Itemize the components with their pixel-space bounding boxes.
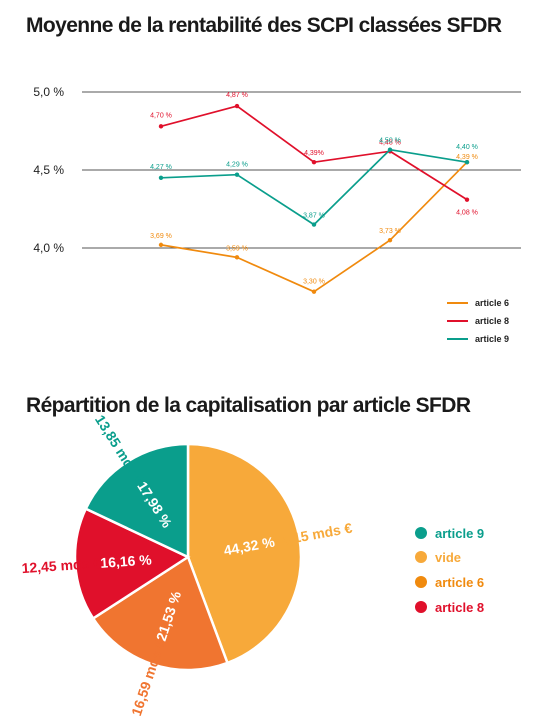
legend-label: article 9 bbox=[435, 526, 484, 541]
data-point bbox=[387, 147, 393, 152]
data-label: 4,08 % bbox=[456, 210, 478, 217]
data-label: 4,40 % bbox=[456, 144, 478, 151]
data-label: 3,87 % bbox=[303, 213, 325, 220]
legend-label: article 6 bbox=[475, 298, 509, 308]
legend-label: vide bbox=[435, 550, 461, 565]
data-point bbox=[464, 197, 470, 202]
data-label: 4,39 % bbox=[456, 154, 478, 161]
data-point bbox=[387, 238, 393, 243]
pie-slice-vide bbox=[186, 442, 303, 665]
data-point bbox=[311, 289, 317, 294]
legend-label: article 8 bbox=[475, 316, 509, 326]
data-point bbox=[234, 172, 240, 177]
pie-slice-article-9 bbox=[84, 442, 190, 559]
data-label: 4,39% bbox=[304, 150, 324, 157]
y-tick-label: 5,0 % bbox=[33, 85, 64, 99]
data-point bbox=[158, 242, 164, 248]
pie-slice-article-6 bbox=[91, 555, 230, 672]
pie-chart-title: Répartition de la capitalisation par art… bbox=[26, 394, 471, 417]
slice-amount-label: 12,45 mds € bbox=[21, 555, 101, 576]
legend-dot bbox=[415, 551, 427, 563]
data-label: 4,87 % bbox=[226, 92, 248, 99]
y-tick-label: 4,0 % bbox=[33, 241, 64, 255]
data-label: 4,27 % bbox=[150, 164, 172, 171]
legend-label: article 6 bbox=[435, 575, 484, 590]
data-point bbox=[311, 222, 317, 227]
data-label: 4,48 % bbox=[379, 139, 401, 146]
data-point bbox=[158, 175, 164, 180]
data-label: 4,50 % bbox=[379, 138, 401, 145]
data-point bbox=[234, 103, 240, 109]
data-label: 4,70 % bbox=[150, 112, 172, 119]
legend-label: article 8 bbox=[435, 600, 484, 615]
data-point bbox=[158, 124, 164, 129]
data-point bbox=[311, 160, 317, 165]
legend-dot bbox=[415, 576, 427, 588]
legend-dot bbox=[415, 527, 427, 539]
data-label: 4,29 % bbox=[226, 162, 248, 169]
legend-dot bbox=[415, 601, 427, 613]
line-chart: 5,0 % 4,5 % 4,0 % 3,69 % 3,59 % 3,30 % 3,73 % 4… bbox=[33, 85, 521, 344]
y-tick-label: 4,5 % bbox=[33, 163, 64, 177]
slice-percent-label: 16,16 % bbox=[100, 551, 153, 570]
data-point bbox=[234, 255, 240, 260]
data-label: 3,69 % bbox=[150, 233, 172, 240]
line-chart-title: Moyenne de la rentabilité des SCPI class… bbox=[26, 14, 502, 37]
legend-label: article 9 bbox=[475, 334, 509, 344]
data-label: 3,30 % bbox=[303, 279, 325, 286]
pie-chart: 44,32 %34,15 mds €21,53 %16,59 mds €16,1… bbox=[21, 412, 484, 718]
data-label: 3,73 % bbox=[379, 228, 401, 235]
data-point bbox=[464, 160, 470, 165]
pie-slice-article-8 bbox=[73, 507, 191, 621]
data-label: 3,59 % bbox=[226, 245, 248, 252]
series-line-article-6 bbox=[160, 161, 468, 293]
